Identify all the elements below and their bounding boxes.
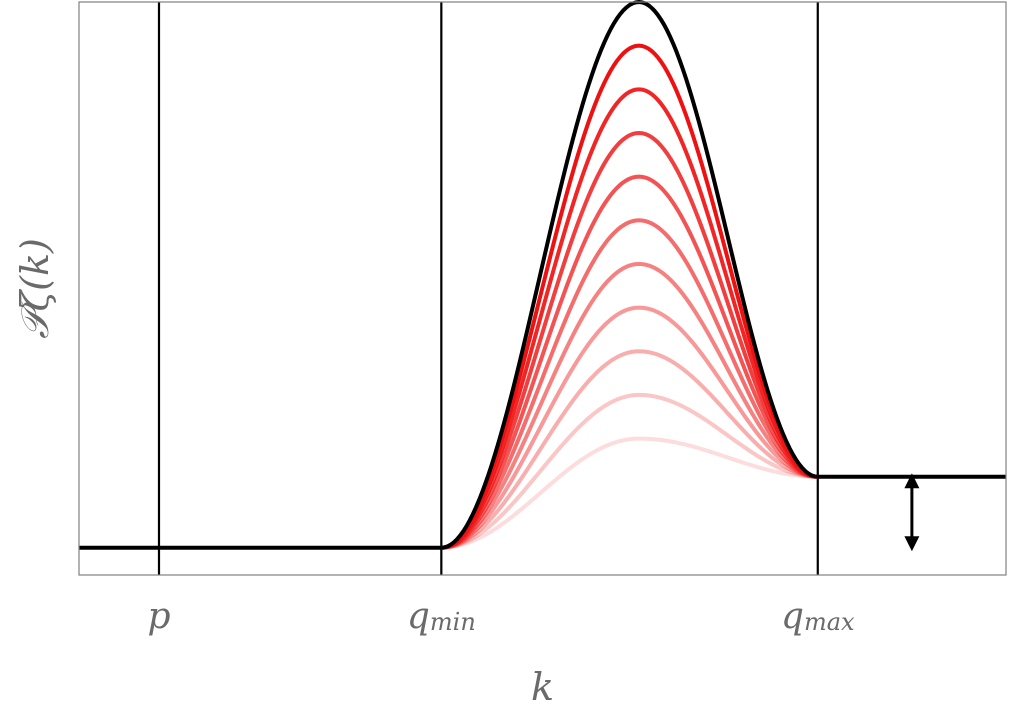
x-axis-label: k <box>531 665 554 709</box>
y-axis-label: 𝒫ζ(k) <box>13 238 57 339</box>
spectrum-curve-8 <box>441 349 818 550</box>
spectrum-curve-9 <box>441 392 818 550</box>
plot-frame <box>78 1 1007 576</box>
x-tick-labels: p qmin qmax <box>147 596 855 637</box>
envelope-curve <box>441 0 819 550</box>
tick-subscript: min <box>430 608 476 636</box>
spectrum-curve-5 <box>441 218 818 550</box>
spectrum-curve-7 <box>441 305 818 550</box>
spectrum-curves <box>441 43 818 550</box>
vertical-reference-lines <box>157 2 819 575</box>
spectrum-curve-2 <box>441 87 818 550</box>
spectrum-curve-3 <box>441 130 818 550</box>
x-tick-label: qmin <box>407 596 476 637</box>
tick-subscript: max <box>804 608 855 636</box>
x-tick-label: p <box>147 596 170 637</box>
x-tick-label: qmax <box>781 596 855 637</box>
tick-main: p <box>147 596 170 637</box>
spectrum-curve-4 <box>441 174 818 550</box>
spectrum-curve-1 <box>441 43 818 550</box>
spectrum-curve-6 <box>441 261 818 550</box>
spectrum-curve-10 <box>441 436 818 550</box>
tick-main: q <box>781 596 804 637</box>
tick-main: q <box>407 596 430 637</box>
